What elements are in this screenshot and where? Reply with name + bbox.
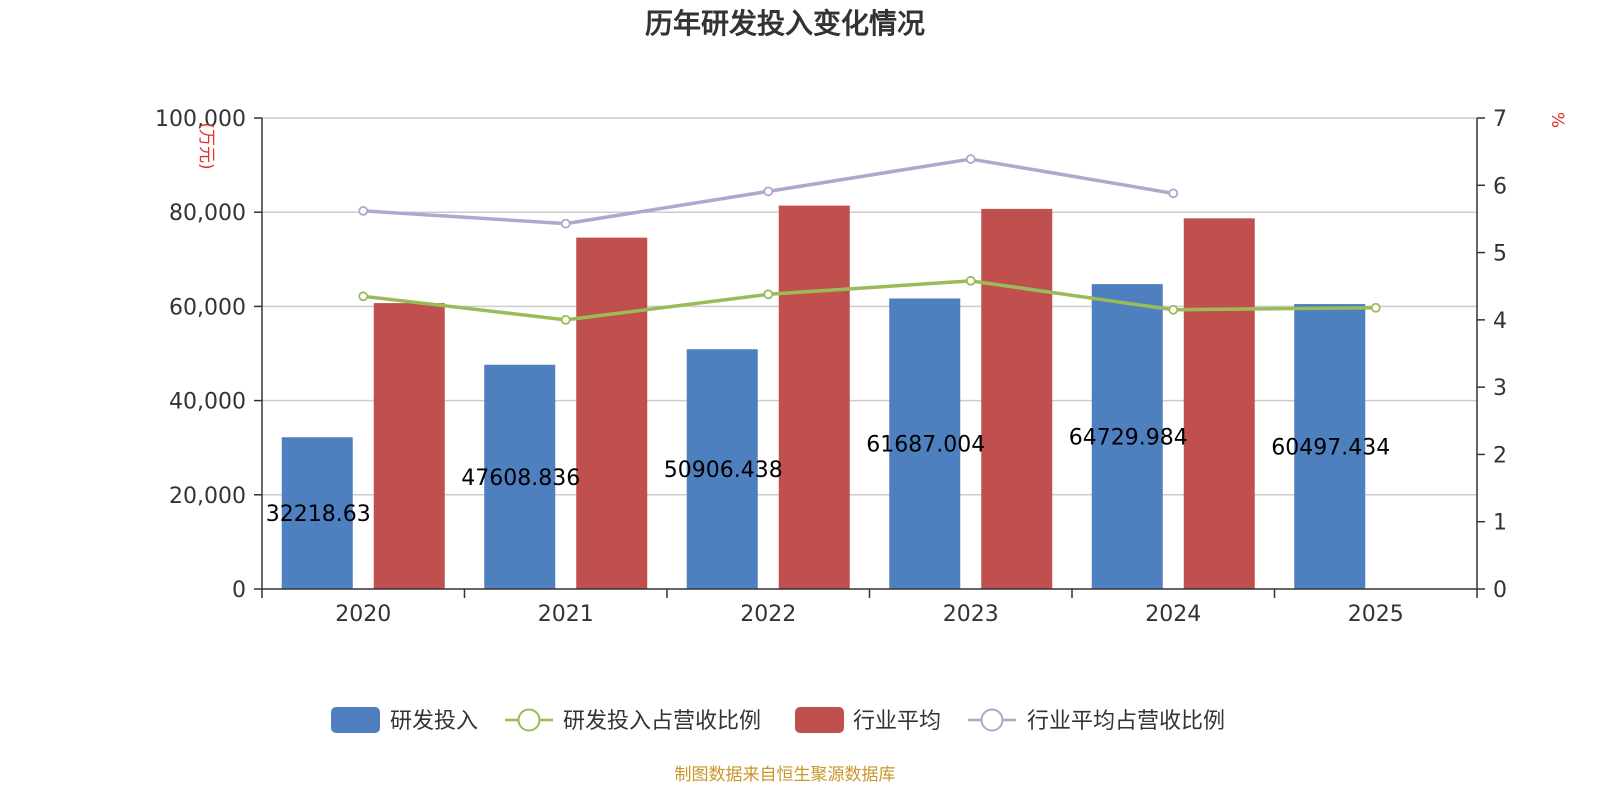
- lines-group: [358, 154, 1381, 325]
- x-axis-category-label: 2023: [943, 602, 999, 627]
- line-point-industry-ratio: [358, 205, 369, 216]
- bar-rd-investment: [484, 364, 556, 589]
- bar-industry-average: [981, 208, 1053, 589]
- left-axis-tick-label: 100,000: [155, 107, 246, 132]
- bar-data-label: 61687.004: [866, 433, 985, 458]
- right-axis-tick-label: 1: [1493, 511, 1507, 536]
- right-axis-tick-label: 5: [1493, 242, 1507, 267]
- right-axis-tick-label: 7: [1493, 107, 1507, 132]
- axes-group: 0 20,000 40,000 60,000 80,000 100,000 0 1 2 3 4 5 6 7…: [155, 107, 1507, 627]
- legend-label: 研发投入占营收比例: [563, 709, 761, 734]
- line-point-rd-ratio: [1370, 302, 1381, 313]
- legend: 研发投入 研发投入占营收比例 行业平均 行业平均占营收比例: [331, 707, 1225, 734]
- legend-label: 行业平均占营收比例: [1027, 709, 1225, 734]
- data-labels-group: 32218.63 47608.836 50906.438 61687.004 64729…: [266, 426, 1390, 528]
- x-axis-category-label: 2020: [335, 602, 391, 627]
- bar-rd-investment: [686, 349, 758, 589]
- bar-data-label: 47608.836: [461, 466, 580, 491]
- bar-rd-investment: [889, 298, 961, 589]
- bar-data-label: 32218.63: [266, 502, 371, 527]
- line-point-industry-ratio: [763, 186, 774, 197]
- bar-industry-average: [778, 205, 850, 589]
- x-axis-category-label: 2022: [740, 602, 796, 627]
- right-axis-tick-label: 3: [1493, 376, 1507, 401]
- legend-swatch-marker: [980, 708, 1004, 732]
- legend-swatch-bar: [331, 707, 380, 733]
- bars-group: [281, 205, 1366, 589]
- bar-data-label: 50906.438: [664, 458, 783, 483]
- bar-industry-average: [1183, 218, 1255, 589]
- bar-data-label: 60497.434: [1271, 436, 1390, 461]
- right-axis-tick-label: 2: [1493, 443, 1507, 468]
- right-axis-tick-label: 0: [1493, 578, 1507, 603]
- bar-industry-average: [373, 303, 445, 589]
- legend-label: 行业平均: [853, 709, 941, 734]
- right-axis-tick-label: 4: [1493, 309, 1507, 334]
- line-point-rd-ratio: [560, 314, 571, 325]
- left-axis-unit: (万元): [196, 122, 216, 169]
- left-axis-tick-label: 60,000: [169, 295, 246, 320]
- left-axis-tick-label: 80,000: [169, 201, 246, 226]
- line-point-rd-ratio: [358, 291, 369, 302]
- line-point-industry-ratio: [1168, 188, 1179, 199]
- chart-title: 历年研发投入变化情况: [645, 7, 925, 40]
- legend-swatch-bar: [795, 707, 844, 733]
- line-rd-ratio: [363, 279, 1376, 322]
- line-point-rd-ratio: [1168, 304, 1179, 315]
- line-point-rd-ratio: [763, 289, 774, 300]
- left-axis-tick-label: 20,000: [169, 484, 246, 509]
- bar-industry-average: [576, 237, 648, 589]
- legend-label: 研发投入: [390, 709, 478, 734]
- right-axis-tick-label: 6: [1493, 174, 1507, 199]
- bar-data-label: 64729.984: [1069, 426, 1188, 451]
- legend-swatch-marker: [517, 708, 541, 732]
- left-axis-tick-label: 0: [232, 578, 246, 603]
- x-axis-category-label: 2021: [538, 602, 594, 627]
- source-note: 制图数据来自恒生聚源数据库: [675, 765, 896, 785]
- line-point-industry-ratio: [965, 154, 976, 164]
- line-point-industry-ratio: [560, 218, 571, 229]
- bar-rd-investment: [1091, 284, 1163, 589]
- right-axis-unit: %: [1547, 112, 1567, 128]
- bar-rd-investment: [281, 437, 353, 589]
- bar-rd-investment: [1294, 304, 1366, 589]
- line-point-rd-ratio: [965, 275, 976, 286]
- x-axis-category-label: 2024: [1145, 602, 1201, 627]
- x-axis-category-label: 2025: [1348, 602, 1404, 627]
- left-axis-tick-label: 40,000: [169, 390, 246, 415]
